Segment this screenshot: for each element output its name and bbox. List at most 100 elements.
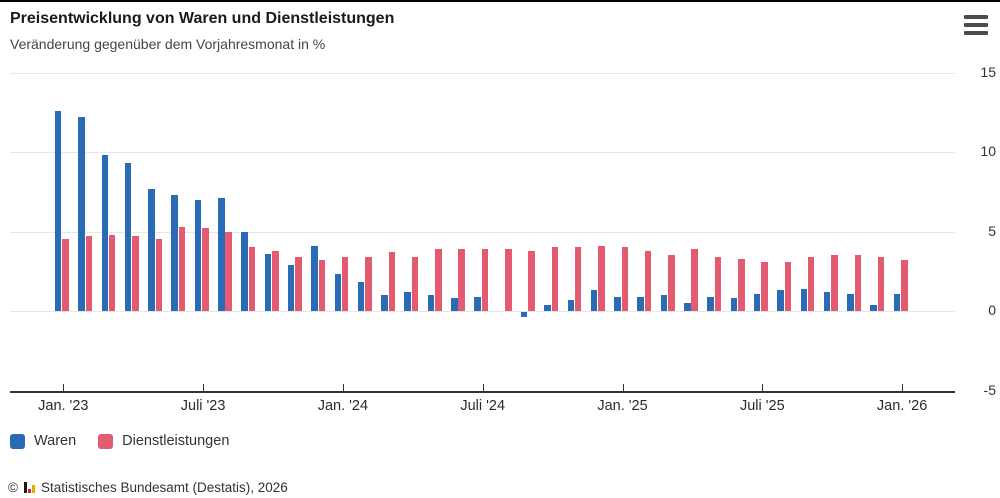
- bar-waren-Dez. '24[interactable]: [590, 290, 598, 311]
- bar-dienstleistungen-Feb. '25[interactable]: [644, 250, 652, 311]
- context-menu-button[interactable]: [964, 13, 990, 37]
- bar-dienstleistungen-Juli '25[interactable]: [761, 261, 768, 311]
- bar-dienstleistungen-Jan. '24[interactable]: [341, 256, 349, 311]
- bar-dienstleistungen-Sep. '23[interactable]: [248, 247, 256, 311]
- y-axis-label-10: 10: [980, 143, 996, 159]
- bar-waren-März '23[interactable]: [101, 155, 109, 311]
- bar-waren-Okt. '23[interactable]: [264, 253, 272, 311]
- gridline-10: [10, 152, 955, 153]
- bar-dienstleistungen-Sep. '24[interactable]: [528, 250, 535, 311]
- bar-dienstleistungen-Dez. '23[interactable]: [318, 260, 326, 311]
- bar-waren-Feb. '24[interactable]: [357, 282, 365, 311]
- bar-waren-Jan. '23[interactable]: [54, 110, 62, 311]
- bar-dienstleistungen-Aug. '25[interactable]: [784, 261, 792, 311]
- y-axis-label--5: -5: [983, 381, 996, 398]
- bar-dienstleistungen-Mai '23[interactable]: [155, 239, 163, 311]
- bar-waren-Sep. '23[interactable]: [241, 231, 248, 311]
- legend-label-waren: Waren: [34, 433, 77, 449]
- bar-dienstleistungen-Juli '24[interactable]: [481, 249, 489, 311]
- waren-color-swatch: [10, 433, 25, 449]
- bar-waren-Juli '24[interactable]: [474, 296, 481, 311]
- bar-dienstleistungen-Aug. '24[interactable]: [505, 249, 512, 311]
- bar-dienstleistungen-Nov. '25[interactable]: [854, 255, 862, 311]
- bar-dienstleistungen-Apr. '25[interactable]: [691, 249, 698, 311]
- bar-dienstleistungen-Feb. '23[interactable]: [85, 236, 93, 311]
- bar-waren-Nov. '25[interactable]: [847, 293, 854, 311]
- x-axis-label: Juli '25: [739, 397, 785, 414]
- x-axis-tick: [482, 383, 484, 391]
- bar-waren-Apr. '23[interactable]: [124, 163, 132, 311]
- bar-dienstleistungen-Nov. '23[interactable]: [295, 256, 302, 311]
- bar-waren-Mai '25[interactable]: [707, 296, 714, 311]
- bar-dienstleistungen-Dez. '25[interactable]: [877, 256, 885, 311]
- bar-dienstleistungen-Sep. '25[interactable]: [807, 256, 815, 311]
- bar-waren-Jan. '26[interactable]: [893, 293, 901, 311]
- bar-waren-Feb. '25[interactable]: [637, 296, 644, 311]
- y-axis-label-0: 0: [988, 302, 996, 318]
- bar-waren-Sep. '25[interactable]: [800, 288, 808, 311]
- bar-waren-März '24[interactable]: [381, 295, 388, 311]
- bar-dienstleistungen-Aug. '23[interactable]: [225, 231, 232, 311]
- bar-dienstleistungen-Jan. '26[interactable]: [901, 260, 908, 311]
- bar-dienstleistungen-Mai '24[interactable]: [435, 249, 442, 311]
- bar-waren-Apr. '25[interactable]: [684, 303, 691, 312]
- bar-waren-Apr. '24[interactable]: [404, 291, 411, 311]
- bar-waren-Juni '25[interactable]: [730, 298, 738, 311]
- x-axis-label: Jan. '24: [317, 397, 369, 414]
- bar-waren-Nov. '24[interactable]: [567, 299, 575, 311]
- legend-item-dienstleistungen[interactable]: Dienstleistungen: [98, 433, 229, 449]
- bar-dienstleistungen-März '24[interactable]: [388, 252, 396, 311]
- bar-dienstleistungen-Nov. '24[interactable]: [574, 247, 582, 311]
- bar-dienstleistungen-Apr. '24[interactable]: [411, 256, 419, 311]
- dienstleistungen-color-swatch: [98, 433, 114, 449]
- bar-dienstleistungen-Juni '24[interactable]: [458, 249, 465, 311]
- bar-dienstleistungen-Juni '23[interactable]: [178, 226, 186, 311]
- bar-waren-Jan. '25[interactable]: [614, 296, 621, 311]
- bar-waren-Mai '23[interactable]: [148, 188, 155, 311]
- bar-dienstleistungen-Dez. '24[interactable]: [598, 245, 605, 311]
- bar-waren-Sep. '24[interactable]: [520, 312, 528, 317]
- bar-waren-Nov. '23[interactable]: [287, 264, 295, 311]
- bar-dienstleistungen-Jan. '25[interactable]: [621, 247, 629, 311]
- legend-item-waren[interactable]: Waren: [10, 433, 76, 449]
- bar-dienstleistungen-Okt. '24[interactable]: [551, 247, 559, 311]
- bar-dienstleistungen-Feb. '24[interactable]: [365, 256, 372, 311]
- bar-waren-Dez. '23[interactable]: [311, 245, 318, 311]
- bar-dienstleistungen-Apr. '23[interactable]: [132, 236, 139, 311]
- bar-dienstleistungen-März '25[interactable]: [668, 255, 675, 311]
- bar-waren-Aug. '25[interactable]: [777, 290, 784, 311]
- bar-waren-Okt. '24[interactable]: [544, 304, 551, 311]
- bar-dienstleistungen-Okt. '25[interactable]: [831, 255, 838, 311]
- bar-waren-Mai '24[interactable]: [427, 295, 435, 311]
- chart-subtitle: Veränderung gegenüber dem Vorjahresmonat…: [10, 36, 326, 52]
- x-axis-line: [10, 390, 955, 393]
- x-axis-tick: [203, 383, 205, 391]
- bar-waren-Dez. '25[interactable]: [870, 304, 877, 311]
- bar-dienstleistungen-März '23[interactable]: [108, 234, 116, 311]
- bar-waren-Aug. '23[interactable]: [218, 198, 225, 311]
- source-attribution: © Statistisches Bundesamt (Destatis), 20…: [8, 480, 288, 495]
- bar-waren-Juli '25[interactable]: [753, 293, 761, 311]
- x-axis-tick: [622, 383, 624, 391]
- bar-waren-März '25[interactable]: [660, 295, 668, 311]
- x-axis-label: Juli '24: [460, 397, 506, 414]
- x-axis-label: Jan. '26: [876, 397, 928, 414]
- bar-dienstleistungen-Mai '25[interactable]: [714, 256, 722, 311]
- bar-dienstleistungen-Okt. '23[interactable]: [272, 250, 279, 311]
- bar-waren-Okt. '25[interactable]: [823, 291, 831, 311]
- bar-waren-Juni '24[interactable]: [451, 298, 458, 311]
- bar-dienstleistungen-Juli '23[interactable]: [202, 228, 209, 311]
- chart-title: Preisentwicklung von Waren und Dienstlei…: [10, 10, 395, 27]
- bar-waren-Jan. '24[interactable]: [334, 274, 342, 311]
- destatis-logo-icon: [23, 482, 36, 493]
- bar-dienstleistungen-Jan. '23[interactable]: [62, 239, 69, 311]
- bar-waren-Feb. '23[interactable]: [78, 117, 85, 311]
- bar-waren-Juli '23[interactable]: [194, 199, 202, 311]
- bar-waren-Juni '23[interactable]: [171, 194, 178, 311]
- bar-dienstleistungen-Juni '25[interactable]: [738, 258, 745, 311]
- x-axis-tick: [762, 383, 764, 391]
- top-border-rule: [0, 0, 1000, 2]
- x-axis-label: Jan. '25: [597, 397, 648, 414]
